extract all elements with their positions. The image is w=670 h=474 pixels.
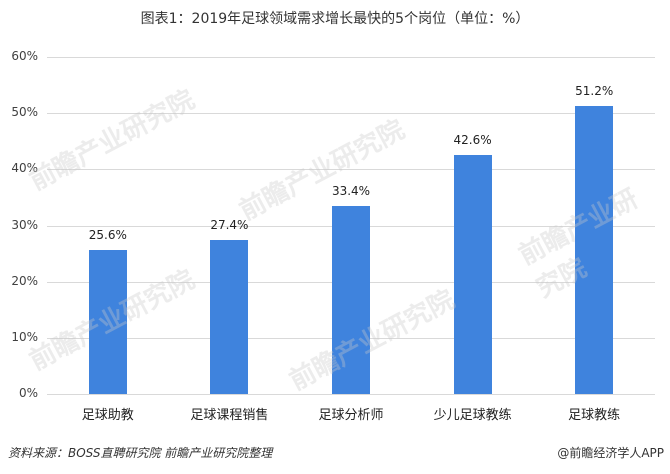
x-tick-label: 少儿足球教练 bbox=[433, 408, 512, 423]
bar-value-label: 42.6% bbox=[453, 132, 492, 147]
x-tick-label: 足球课程销售 bbox=[190, 408, 269, 423]
gridline bbox=[47, 169, 655, 171]
x-tick-label: 足球助教 bbox=[81, 408, 134, 423]
x-tick-label: 足球教练 bbox=[568, 408, 621, 423]
y-tick-label: 0% bbox=[18, 386, 38, 400]
credit-note: @前瞻经济学人APP bbox=[557, 446, 664, 460]
bar bbox=[575, 106, 614, 394]
y-tick-label: 10% bbox=[11, 329, 38, 344]
bar-value-label: 27.4% bbox=[210, 218, 249, 233]
bar bbox=[332, 206, 370, 394]
bar bbox=[453, 154, 492, 394]
chart-title: 图表1：2019年足球领域需求增长最快的5个岗位（单位：%） bbox=[140, 11, 530, 27]
y-tick-label: 40% bbox=[11, 161, 38, 176]
bar bbox=[210, 240, 249, 394]
gridline bbox=[47, 113, 655, 115]
gridline bbox=[47, 57, 655, 58]
source-note: 资料来源：BOSS直聘研究院 前瞻产业研究院整理 bbox=[8, 446, 273, 460]
x-tick-label: 足球分析师 bbox=[318, 408, 384, 423]
bar-value-label: 51.2% bbox=[575, 84, 614, 99]
bar-value-label: 33.4% bbox=[331, 184, 371, 199]
plot-area: 25.6% 27.4% 33.4% 42.6% 51.2% bbox=[47, 57, 655, 395]
gridline bbox=[47, 394, 655, 395]
y-tick-label: 60% bbox=[11, 49, 38, 63]
y-tick-label: 20% bbox=[11, 273, 38, 288]
y-tick-label: 50% bbox=[11, 105, 38, 120]
y-tick-label: 30% bbox=[11, 217, 38, 232]
bar bbox=[88, 250, 127, 394]
bar-value-label: 25.6% bbox=[88, 228, 127, 243]
